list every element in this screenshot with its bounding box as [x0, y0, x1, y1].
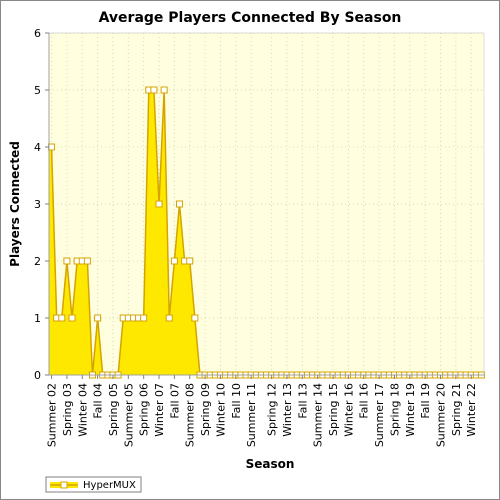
grid [49, 32, 484, 375]
data-point [170, 257, 178, 265]
x-tick-label: Summer 20 [435, 383, 448, 447]
y-ticks: 0 1 2 3 4 5 6 [34, 27, 49, 382]
y-axis-title: Players Connected [8, 141, 22, 267]
x-tick-label: Spring 15 [327, 383, 340, 436]
legend: HyperMUX [45, 476, 142, 493]
legend-marker [60, 481, 68, 489]
data-point [176, 200, 183, 208]
y-tick-label: 5 [34, 84, 41, 97]
data-point [165, 314, 173, 322]
x-tick-label: Spring 06 [138, 383, 151, 436]
x-tick-label: Fall 16 [358, 383, 371, 419]
x-tick-label: Summer 11 [245, 383, 258, 447]
plot-area [49, 33, 484, 375]
x-tick-label: Spring 03 [61, 383, 74, 436]
x-tick-label: Spring 21 [450, 383, 463, 436]
x-ticks: Summer 02 Spring 03 Winter 04 Fall 04 Spring… [46, 375, 478, 447]
data-point [63, 257, 71, 265]
x-tick-label: Winter 07 [153, 383, 166, 437]
data-point [155, 200, 163, 208]
data-point [191, 314, 199, 322]
legend-label: HyperMUX [83, 480, 136, 491]
data-point [58, 314, 66, 322]
data-point [150, 86, 158, 94]
x-tick-label: Winter 13 [281, 383, 294, 437]
x-tick-label: Spring 09 [199, 383, 212, 436]
x-tick-label: Winter 04 [76, 383, 89, 437]
y-tick-label: 0 [34, 369, 41, 382]
x-tick-label: Spring 18 [388, 383, 401, 436]
y-tick-label: 1 [34, 312, 41, 325]
x-tick-label: Summer 14 [312, 383, 325, 447]
data-point [140, 314, 148, 322]
data-point [186, 257, 194, 265]
y-tick-label: 6 [34, 27, 41, 40]
x-tick-label: Fall 04 [92, 383, 105, 419]
x-tick-label: Fall 19 [419, 383, 432, 419]
x-tick-label: Winter 16 [342, 383, 355, 437]
data-point [68, 314, 76, 322]
y-tick-label: 4 [34, 141, 41, 154]
x-tick-label: Winter 10 [214, 383, 227, 437]
x-axis-title: Season [246, 457, 295, 471]
x-tick-label: Fall 07 [168, 383, 181, 419]
data-point [83, 257, 91, 265]
data-point [94, 314, 102, 322]
x-tick-label: Summer 08 [184, 383, 197, 447]
x-tick-label: Winter 22 [465, 383, 478, 437]
x-tick-label: Summer 17 [373, 383, 386, 447]
x-tick-label: Fall 13 [296, 383, 309, 419]
x-tick-label: Winter 19 [404, 383, 417, 437]
y-tick-label: 3 [34, 198, 41, 211]
x-tick-label: Spring 12 [266, 383, 279, 436]
legend-box [45, 476, 142, 493]
x-tick-label: Fall 10 [230, 383, 243, 419]
chart-title: Average Players Connected By Season [99, 10, 402, 26]
x-tick-label: Spring 05 [107, 383, 120, 436]
data-point [160, 86, 168, 94]
y-tick-label: 2 [34, 255, 41, 268]
x-tick-label: Summer 05 [122, 383, 135, 447]
x-tick-label: Summer 02 [46, 383, 59, 447]
